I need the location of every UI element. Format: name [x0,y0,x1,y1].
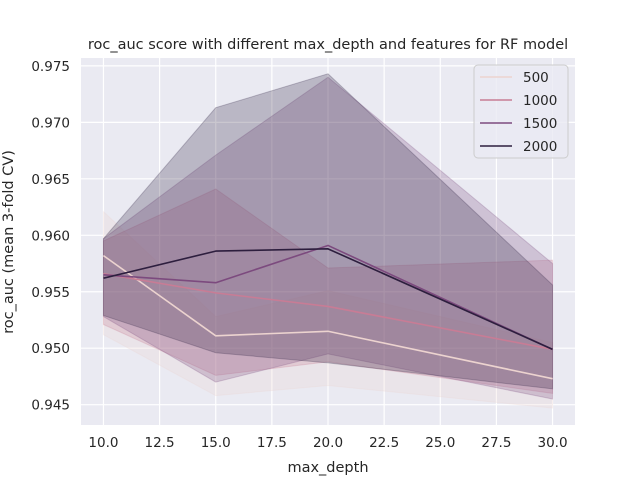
ci-band-2000 [102,73,554,390]
ci-band-1500 [102,76,554,400]
series-lines [102,244,553,380]
legend-box [473,64,569,159]
legend-label-1000: 1000 [523,93,557,109]
y-tick-label: 0.970 [31,115,70,131]
x-tick-label: 25.0 [425,435,455,451]
x-tick-label: 15.0 [201,435,231,451]
x-tick-label: 17.5 [257,435,287,451]
x-tick-label: 27.5 [481,435,511,451]
chart-title: roc_auc score with different max_depth a… [88,37,568,53]
ci-band-1000 [102,188,554,394]
legend-label-500: 500 [523,70,549,86]
series-line-500 [102,254,553,380]
legend: 500 1000 1500 2000 [473,64,569,159]
y-tick-label: 0.960 [31,228,70,244]
ci-band-500 [102,210,554,409]
y-tick-label: 0.955 [31,285,70,301]
x-tick-label: 22.5 [369,435,399,451]
confidence-bands [102,73,554,409]
y-tick-label: 0.965 [31,172,70,188]
x-tick-label: 12.5 [145,435,175,451]
y-tick-labels: 0.945 0.950 0.955 0.960 0.965 0.970 0.975 [31,59,70,414]
legend-label-2000: 2000 [523,139,557,155]
series-line-1000 [103,272,553,351]
x-axis-label: max_depth [287,460,368,476]
y-tick-label: 0.945 [31,398,70,414]
x-tick-label: 20.0 [313,435,343,451]
y-tick-label: 0.975 [31,59,70,75]
y-axis-label: roc_auc (mean 3-fold CV) [1,150,17,334]
x-tick-label: 30.0 [538,435,568,451]
x-tick-labels: 10.0 12.5 15.0 17.5 20.0 22.5 25.0 27.5 30.0 [88,435,567,451]
series-line-1500 [103,244,553,351]
series-line-2000 [103,248,553,351]
x-tick-label: 10.0 [88,435,118,451]
y-tick-label: 0.950 [31,341,70,357]
legend-label-1500: 1500 [523,116,557,132]
